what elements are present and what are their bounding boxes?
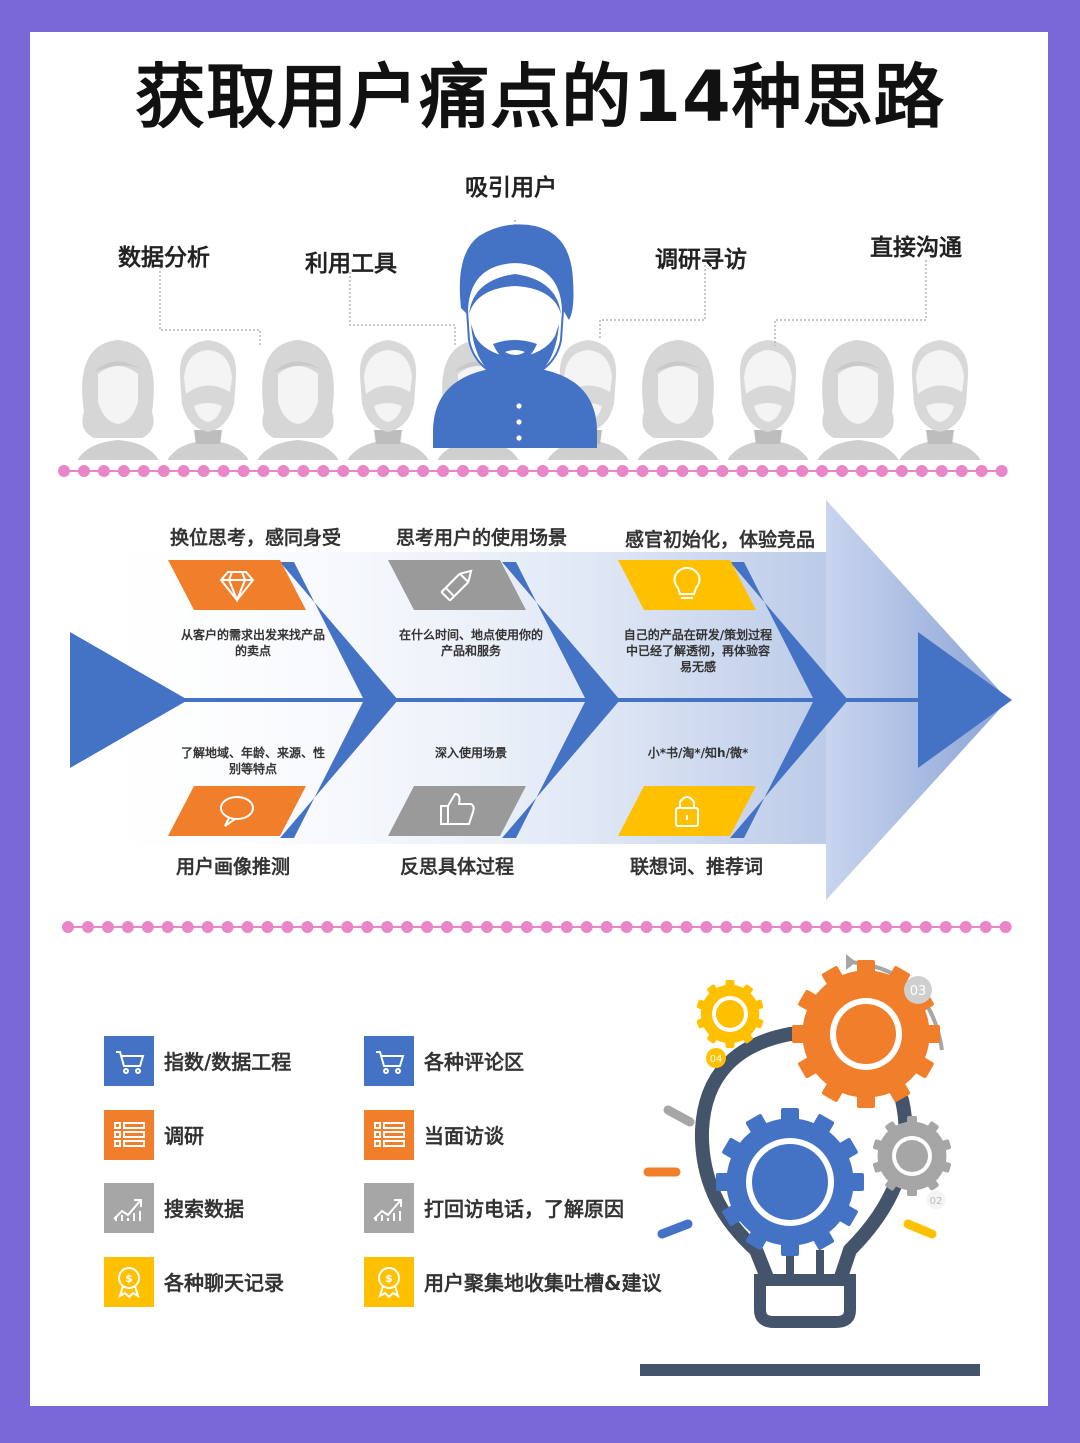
light-rays	[643, 1105, 937, 1239]
cart-icon	[376, 1051, 405, 1074]
method-3-icon-box	[104, 1110, 154, 1160]
label-attract-users: 吸引用户	[465, 175, 557, 201]
lightbulb-icon	[673, 566, 701, 599]
label-research: 调研寻访	[655, 247, 747, 273]
leader-lines	[159, 220, 927, 346]
method-1-icon-box	[104, 1036, 154, 1086]
crowd-user-9	[812, 340, 904, 460]
fishbone-desc-competitor: 自己的产品在研发/策划过程中已经了解透彻，再体验容易无感	[623, 628, 773, 674]
method-label-complaints: 用户聚集地收集吐槽&建议	[424, 1271, 662, 1295]
method-7-icon-box: $	[104, 1257, 154, 1307]
diamond-icon	[219, 571, 255, 603]
page-title: 获取用户痛点的14种思路	[135, 56, 945, 138]
method-label-comments: 各种评论区	[424, 1050, 524, 1074]
gear-number-badge: 02	[925, 1189, 947, 1211]
method-5-icon-box	[104, 1183, 154, 1233]
svg-text:$: $	[125, 1272, 133, 1285]
coin-badge-icon: $	[118, 1267, 140, 1299]
pencil-icon	[440, 569, 473, 602]
dotted-divider	[58, 465, 1008, 477]
fishbone-bottom-item-1	[168, 786, 306, 836]
crowd-user-1	[72, 340, 164, 460]
fishbone-desc-persona: 了解地域、年龄、来源、性别等特点	[180, 746, 325, 776]
growth-chart-icon	[373, 1199, 402, 1221]
chat-bubble-icon	[220, 796, 254, 827]
bulb-base	[754, 1274, 856, 1328]
method-label-callback: 打回访电话，了解原因	[424, 1197, 624, 1221]
fishbone-desc-scenario: 在什么时间、地点使用你的产品和服务	[398, 628, 543, 658]
method-6-icon-box	[364, 1183, 414, 1233]
lightbulb-gears-illustration: 03 04 02	[640, 954, 980, 1376]
gear-gray-icon	[872, 1116, 952, 1196]
gear-number-badge: 03	[904, 976, 932, 1004]
method-label-index: 指数/数据工程	[164, 1050, 292, 1074]
crowd-user-3	[252, 340, 344, 460]
svg-text:04: 04	[710, 1054, 723, 1065]
thumbs-up-icon	[440, 792, 475, 825]
crowd-user-7	[632, 340, 724, 460]
fishbone-bottom-item-2	[388, 786, 526, 836]
fishbone-top-item-1	[168, 560, 306, 610]
fishbone-title-scenario: 思考用户的使用场景	[396, 527, 568, 549]
label-tools: 利用工具	[305, 251, 397, 277]
list-icon	[374, 1122, 405, 1147]
method-label-research: 调研	[164, 1124, 204, 1148]
list-icon	[114, 1122, 145, 1147]
fishbone-ribs	[280, 562, 848, 838]
growth-chart-icon	[113, 1199, 142, 1221]
fishbone-desc-keywords: 小*书/淘*/知h/微*	[647, 746, 749, 760]
method-8-icon-box: $	[364, 1257, 414, 1307]
fishbone-desc-process: 深入使用场景	[434, 746, 507, 760]
gear-number-badge: 04	[706, 1048, 726, 1068]
fishbone-title-process: 反思具体过程	[400, 856, 515, 878]
fishbone-top-item-2	[388, 560, 526, 610]
svg-text:$: $	[385, 1272, 393, 1285]
method-label-interview: 当面访谈	[424, 1124, 504, 1148]
svg-text:02: 02	[930, 1196, 943, 1207]
method-label-chat-records: 各种聊天记录	[164, 1271, 284, 1295]
lock-icon	[675, 796, 699, 827]
fishbone-desc-empathy: 从客户的需求出发来找产品的卖点	[180, 628, 325, 658]
crowd-user-8	[722, 340, 814, 460]
crowd-user-4	[342, 340, 434, 460]
fishbone-title-keywords: 联想词、推荐词	[630, 856, 764, 878]
dotted-divider	[62, 921, 1012, 933]
fishbone-head-tip	[918, 632, 1012, 768]
fishbone-tail	[70, 632, 188, 768]
fishbone-bottom-item-3	[618, 786, 756, 836]
cart-icon	[116, 1051, 145, 1074]
method-4-icon-box	[364, 1110, 414, 1160]
fishbone-title-persona: 用户画像推测	[176, 856, 291, 878]
svg-text:03: 03	[910, 984, 927, 999]
label-direct-communication: 直接沟通	[870, 235, 962, 261]
method-2-icon-box	[364, 1036, 414, 1086]
users-illustration	[72, 220, 986, 460]
coin-badge-icon: $	[378, 1267, 400, 1299]
label-data-analysis: 数据分析	[118, 245, 210, 271]
fishbone-diagram	[70, 500, 1012, 900]
fishbone-top-item-3	[618, 560, 756, 610]
main-user-avatar	[433, 224, 597, 448]
crowd-user-10	[894, 340, 986, 460]
method-label-search-data: 搜索数据	[164, 1197, 244, 1221]
fishbone-title-competitor: 感官初始化，体验竞品	[625, 529, 816, 551]
fishbone-title-empathy: 换位思考，感同身受	[170, 527, 342, 549]
crowd-user-2	[162, 340, 254, 460]
